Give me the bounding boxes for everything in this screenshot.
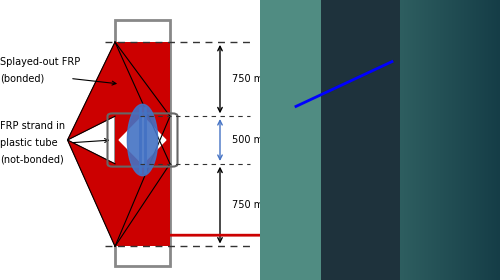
Text: Splayed-out FRP: Splayed-out FRP xyxy=(0,57,80,67)
Polygon shape xyxy=(68,140,115,246)
Text: 500 mm: 500 mm xyxy=(232,135,273,145)
Text: (not-bonded): (not-bonded) xyxy=(0,155,64,165)
Polygon shape xyxy=(119,116,166,164)
Bar xyxy=(115,20,170,266)
Text: 750 mm: 750 mm xyxy=(232,200,273,210)
Polygon shape xyxy=(128,104,158,176)
Text: FRP strand in: FRP strand in xyxy=(0,121,65,131)
Text: (bonded): (bonded) xyxy=(0,73,44,83)
Text: plastic tube: plastic tube xyxy=(0,138,58,148)
Text: 750 mm: 750 mm xyxy=(232,74,273,84)
Bar xyxy=(115,42,170,246)
Polygon shape xyxy=(68,42,115,140)
